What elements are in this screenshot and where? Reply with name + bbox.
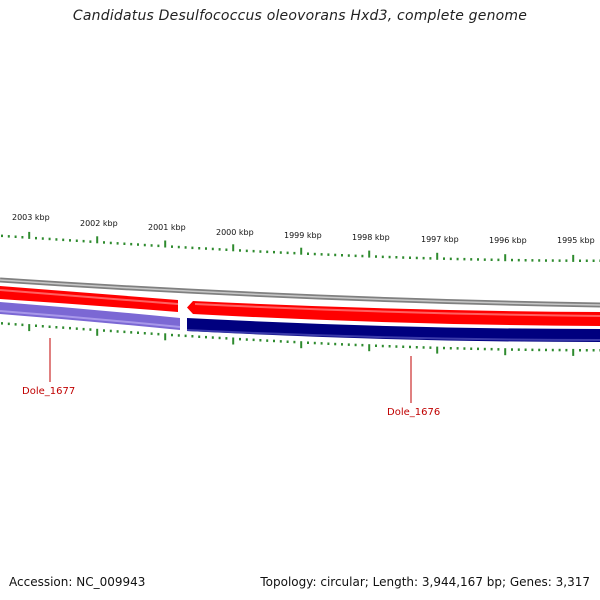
kbp-label: 2003 kbp xyxy=(12,213,50,222)
page-title: Candidatus Desulfococcus oleovorans Hxd3… xyxy=(72,8,528,24)
kbp-label: 1997 kbp xyxy=(421,235,459,244)
kbp-label: 2001 kbp xyxy=(148,223,186,232)
kbp-label: 1998 kbp xyxy=(352,233,390,242)
kbp-label: 2000 kbp xyxy=(216,228,254,237)
genome-summary-text: Topology: circular; Length: 3,944,167 bp… xyxy=(260,575,590,589)
kbp-label: 2002 kbp xyxy=(80,219,118,228)
gene-dole-1676[interactable] xyxy=(187,318,600,342)
scale-ticks-top xyxy=(1,231,600,262)
gene-label-dole-1677[interactable]: Dole_1677 xyxy=(22,386,75,397)
accession-text: Accession: NC_009943 xyxy=(9,575,146,589)
kbp-label: 1995 kbp xyxy=(557,236,595,245)
scale-ticks-bottom xyxy=(1,322,600,356)
gene-label-dole-1676[interactable]: Dole_1676 xyxy=(387,407,440,418)
kbp-label: 1999 kbp xyxy=(284,231,322,240)
kbp-label: 1996 kbp xyxy=(489,236,527,245)
